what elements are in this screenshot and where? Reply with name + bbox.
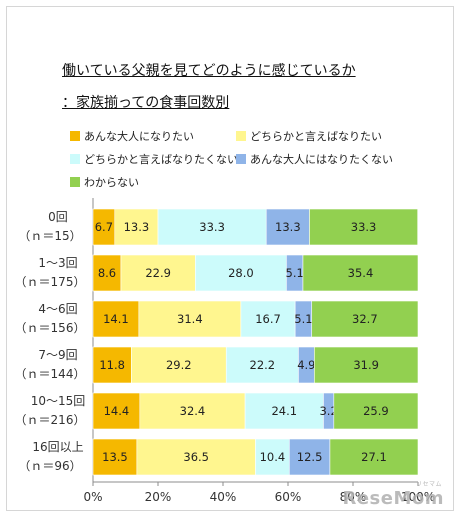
legend-item-4: あんな大人にはなりたくない — [236, 151, 393, 167]
category-label-4: 10～15回 — [31, 394, 86, 408]
data-label-5-2: 10.4 — [260, 450, 286, 464]
category-sample-label-4: （ｎ＝216） — [15, 413, 86, 427]
legend-swatch-2 — [236, 131, 246, 141]
legend-item-5: わからない — [70, 174, 139, 190]
x-tick-label-5: 100% — [401, 490, 435, 504]
data-label-4-0: 14.4 — [104, 404, 130, 418]
bar-segment-0-2 — [157, 208, 267, 246]
legend-label-2: どちらかと言えばなりたい — [250, 130, 382, 143]
legend-swatch-5 — [70, 177, 80, 187]
resemom-watermark-logo: ReseMom リセマム — [342, 481, 444, 509]
chart-title-text-1: 働いている父親を見てどのように感じているか — [62, 63, 356, 79]
data-label-0-4: 33.3 — [351, 220, 377, 234]
data-label-3-0: 11.8 — [99, 358, 125, 372]
bar-segment-1-2 — [195, 254, 287, 292]
bar-segment-5-4 — [329, 438, 419, 476]
data-label-4-1: 32.4 — [180, 404, 206, 418]
legend-label-4: あんな大人にはなりたくない — [250, 153, 393, 166]
category-label-5: 16回以上 — [32, 440, 83, 454]
bar-segment-0-4 — [309, 208, 418, 246]
chart-frame — [6, 6, 454, 511]
legend-swatch-3 — [70, 154, 80, 164]
data-label-0-3: 13.3 — [275, 220, 301, 234]
bar-segment-3-2 — [225, 346, 299, 384]
category-label-0: 0回 — [48, 210, 68, 224]
data-label-0-1: 13.3 — [124, 220, 150, 234]
x-tick-label-2: 40% — [210, 490, 237, 504]
bar-segment-1-0 — [92, 254, 122, 292]
data-label-4-4: 25.9 — [363, 404, 389, 418]
category-sample-label-3: （ｎ＝144） — [15, 367, 86, 381]
data-label-1-3: 5.1 — [286, 266, 304, 280]
legend-swatch-4 — [236, 154, 246, 164]
bar-segment-2-4 — [311, 300, 419, 338]
data-label-0-2: 33.3 — [199, 220, 225, 234]
chart-title-text-2: ：家族揃っての食事回数別 — [62, 95, 230, 111]
category-sample-label-2: （ｎ＝156） — [15, 321, 86, 335]
bar-segment-4-1 — [139, 392, 246, 430]
x-tick-label-3: 60% — [275, 490, 302, 504]
data-label-3-1: 29.2 — [166, 358, 192, 372]
data-label-2-1: 31.4 — [177, 312, 203, 326]
data-label-1-2: 28.0 — [228, 266, 254, 280]
x-tick-label-0: 0% — [83, 490, 102, 504]
bar-segment-1-1 — [120, 254, 196, 292]
legend-label-5: わからない — [84, 176, 139, 189]
data-label-3-4: 31.9 — [353, 358, 379, 372]
bar-segment-0-1 — [114, 208, 159, 246]
legend-item-1: あんな大人になりたい — [70, 128, 194, 144]
category-label-3: 7～9回 — [38, 348, 77, 362]
bar-segment-5-3 — [288, 438, 331, 476]
bar-segment-3-0 — [92, 346, 132, 384]
data-label-5-0: 13.5 — [102, 450, 128, 464]
category-sample-label-1: （ｎ＝175） — [15, 275, 86, 289]
bar-segment-2-2 — [240, 300, 296, 338]
data-label-3-2: 22.2 — [250, 358, 276, 372]
legend-item-3: どちらかと言えばなりたくない — [70, 151, 238, 167]
category-label-1: 1～3回 — [38, 256, 77, 270]
x-tick-label-1: 20% — [145, 490, 172, 504]
chart-title-line1: 働いている父親を見てどのように感じているか — [62, 60, 356, 80]
category-label-2: 4～6回 — [38, 302, 77, 316]
bar-segment-5-2 — [255, 438, 290, 476]
legend-swatch-1 — [70, 131, 80, 141]
data-label-2-2: 16.7 — [255, 312, 281, 326]
bar-segment-3-4 — [314, 346, 419, 384]
bar-segment-1-4 — [302, 254, 419, 292]
data-label-1-1: 22.9 — [145, 266, 171, 280]
category-sample-label-0: （ｎ＝15） — [18, 229, 81, 243]
data-label-2-4: 32.7 — [352, 312, 378, 326]
chart-title-line2: ：家族揃っての食事回数別 — [62, 92, 229, 112]
data-label-4-3: 3.2 — [319, 404, 337, 418]
data-label-2-0: 14.1 — [103, 312, 129, 326]
category-sample-label-5: （ｎ＝96） — [18, 459, 81, 473]
bar-segment-0-3 — [265, 208, 310, 246]
data-label-5-1: 36.5 — [183, 450, 209, 464]
bar-segment-4-4 — [333, 392, 419, 430]
legend-label-1: あんな大人になりたい — [84, 130, 194, 143]
data-label-4-2: 24.1 — [271, 404, 297, 418]
data-label-1-0: 8.6 — [98, 266, 116, 280]
data-label-3-3: 4.9 — [297, 358, 315, 372]
data-label-1-4: 35.4 — [348, 266, 374, 280]
data-label-0-0: 6.7 — [95, 220, 113, 234]
legend-item-2: どちらかと言えばなりたい — [236, 128, 382, 144]
data-label-2-3: 5.1 — [294, 312, 312, 326]
data-label-5-4: 27.1 — [361, 450, 387, 464]
data-label-5-3: 12.5 — [297, 450, 323, 464]
x-tick-label-4: 80% — [340, 490, 367, 504]
bar-segment-5-1 — [136, 438, 256, 476]
legend-label-3: どちらかと言えばなりたくない — [84, 153, 238, 166]
